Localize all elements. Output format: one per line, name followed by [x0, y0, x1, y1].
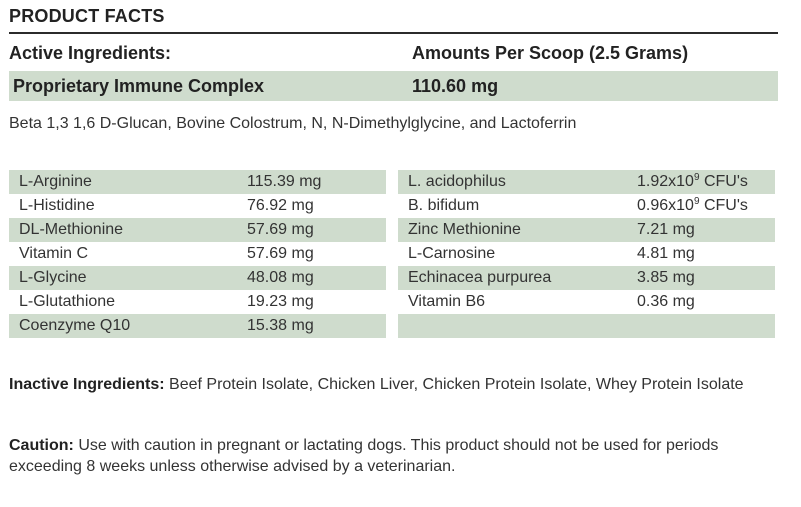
amount-value: 76.92 mg: [247, 197, 314, 214]
ingredient-row: L-Glutathione 19.23 mg: [9, 290, 386, 314]
ingredient-row: DL-Methionine 57.69 mg: [9, 218, 386, 242]
ingredient-row: L-Carnosine 4.81 mg: [398, 242, 775, 266]
ingredient-name: Zinc Methionine: [408, 221, 521, 238]
ingredient-row: Zinc Methionine 7.21 mg: [398, 218, 775, 242]
ingredient-name: Vitamin C: [19, 245, 89, 262]
complex-name: Proprietary Immune Complex: [13, 76, 265, 96]
ingredient-row: L-Glycine 48.08 mg: [9, 266, 386, 290]
ingredient-name: L-Histidine: [19, 197, 95, 214]
ingredient-row: Vitamin C 57.69 mg: [9, 242, 386, 266]
ingredient-name: Coenzyme Q10: [19, 317, 131, 334]
caution-label: Caution:: [9, 437, 74, 454]
amount-exponent: 9: [693, 196, 700, 207]
ingredient-amount: 3.85 mg: [637, 269, 695, 287]
ingredient-name: Echinacea purpurea: [408, 269, 552, 286]
ingredient-row: [398, 314, 775, 338]
amount-value: 48.08 mg: [247, 269, 314, 286]
ingredient-amount: 0.96x109 CFU's: [637, 197, 748, 215]
ingredient-amount: 4.81 mg: [637, 245, 695, 263]
caution-text: Use with caution in pregnant or lactatin…: [9, 437, 719, 475]
ingredient-row: L-Histidine 76.92 mg: [9, 194, 386, 218]
ingredient-name: L-Carnosine: [408, 245, 496, 262]
amount-unit: CFU's: [699, 173, 748, 190]
amount-value: 57.69 mg: [247, 245, 314, 262]
complex-description: Beta 1,3 1,6 D-Glucan, Bovine Colostrum,…: [9, 115, 577, 132]
ingredient-name: B. bifidum: [408, 197, 480, 214]
caution-note: Caution: Use with caution in pregnant or…: [9, 435, 779, 477]
amount-per-scoop-label: Amounts Per Scoop (2.5 Grams): [412, 43, 689, 63]
left-ingredients-table: L-Arginine 115.39 mg L-Histidine 76.92 mg DL…: [9, 170, 386, 338]
ingredient-amount: 57.69 mg: [247, 245, 314, 263]
ingredient-row: Vitamin B6 0.36 mg: [398, 290, 775, 314]
amount-unit: CFU's: [699, 197, 748, 214]
ingredient-amount: 19.23 mg: [247, 293, 314, 311]
amount-value: 19.23 mg: [247, 293, 314, 310]
ingredient-amount: 1.92x109 CFU's: [637, 173, 748, 191]
amount-value: 0.36 mg: [637, 293, 695, 310]
ingredient-name: L-Glutathione: [19, 293, 116, 310]
ingredient-name: L-Arginine: [19, 173, 92, 190]
ingredient-amount: 0.36 mg: [637, 293, 695, 311]
ingredient-amount: 7.21 mg: [637, 221, 695, 239]
ingredient-amount: 15.38 mg: [247, 317, 314, 335]
ingredient-name: L. acidophilus: [408, 173, 506, 190]
amount-value: 4.81 mg: [637, 245, 695, 262]
ingredient-amount: 57.69 mg: [247, 221, 314, 239]
amount-value: 57.69 mg: [247, 221, 314, 238]
ingredient-row: Echinacea purpurea 3.85 mg: [398, 266, 775, 290]
ingredient-name: Vitamin B6: [408, 293, 486, 310]
active-ingredients-label: Active Ingredients:: [9, 43, 172, 63]
ingredient-amount: 115.39 mg: [247, 173, 321, 191]
ingredient-name: L-Glycine: [19, 269, 87, 286]
amount-exponent: 9: [693, 172, 700, 183]
ingredient-row: L-Arginine 115.39 mg: [9, 170, 386, 194]
complex-row: [9, 71, 778, 101]
amount-value: 3.85 mg: [637, 269, 695, 286]
amount-value: 15.38 mg: [247, 317, 314, 334]
page-title: PRODUCT FACTS: [9, 6, 165, 26]
ingredient-amount: 76.92 mg: [247, 197, 314, 215]
ingredient-row: B. bifidum 0.96x109 CFU's: [398, 194, 775, 218]
amount-value: 115.39 mg: [247, 173, 322, 190]
amount-value: 1.92x10: [637, 173, 694, 190]
inactive-ingredients-text: Beef Protein Isolate, Chicken Liver, Chi…: [164, 376, 744, 393]
ingredient-amount: 48.08 mg: [247, 269, 314, 287]
ingredient-row: L. acidophilus 1.92x109 CFU's: [398, 170, 775, 194]
right-ingredients-table: L. acidophilus 1.92x109 CFU's B. bifidum 0.…: [398, 170, 775, 338]
amount-value: 7.21 mg: [637, 221, 695, 238]
inactive-ingredients-label: Inactive Ingredients:: [9, 376, 165, 393]
ingredient-name: DL-Methionine: [19, 221, 124, 238]
amount-value: 0.96x10: [637, 197, 694, 214]
complex-amount: 110.60 mg: [412, 76, 499, 96]
ingredient-row: Coenzyme Q10 15.38 mg: [9, 314, 386, 338]
inactive-ingredients: Inactive Ingredients: Beef Protein Isola…: [9, 374, 779, 395]
title-rule: [9, 32, 778, 34]
